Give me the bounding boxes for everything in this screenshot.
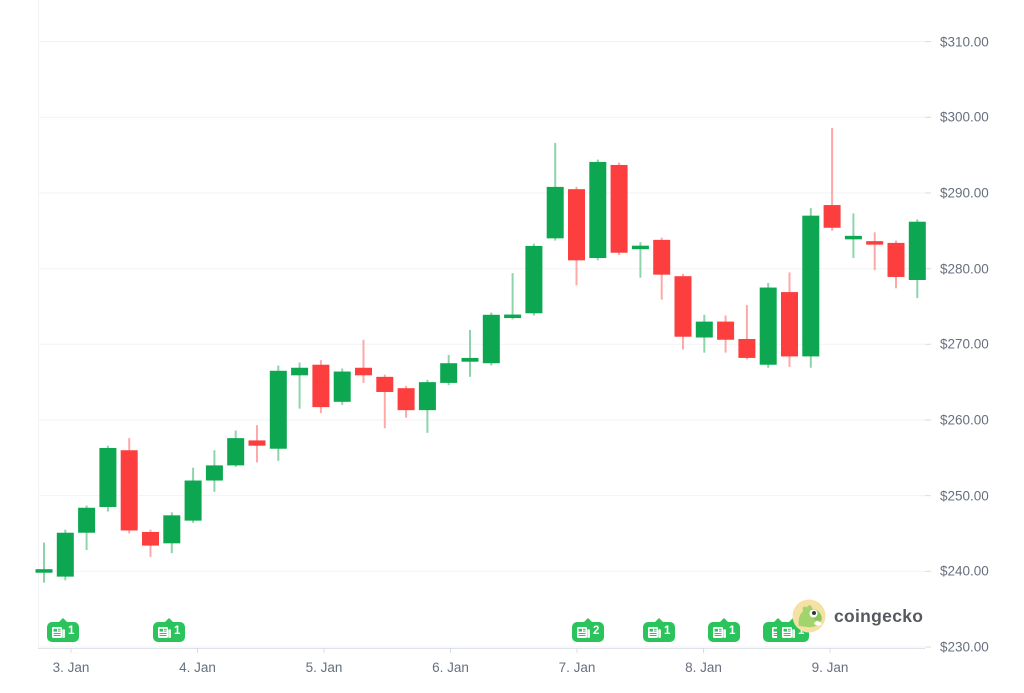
event-badge[interactable]: 1 <box>643 618 676 642</box>
event-badge[interactable]: 1 <box>47 618 80 642</box>
candle-body <box>759 287 777 365</box>
news-icon <box>577 626 590 638</box>
y-axis-label: $270.00 <box>940 336 989 352</box>
candle-body <box>738 339 756 358</box>
candle-body <box>802 215 820 357</box>
candle-body <box>844 235 862 240</box>
candle-body <box>653 239 671 275</box>
y-axis-label: $260.00 <box>940 412 989 428</box>
candle-body <box>887 242 905 277</box>
y-axis-label: $310.00 <box>940 34 989 50</box>
y-axis-label: $290.00 <box>940 185 989 201</box>
x-axis-label: 3. Jan <box>52 660 90 675</box>
candle-body <box>461 357 479 362</box>
candle-body <box>482 314 500 364</box>
candle-body <box>823 205 841 228</box>
event-badge[interactable]: 1 <box>708 618 741 642</box>
y-axis-label: $240.00 <box>940 563 989 579</box>
candle-body <box>674 276 692 337</box>
event-badge[interactable]: 1 <box>153 618 186 642</box>
candle-body <box>695 321 713 338</box>
badge-count: 1 <box>664 625 671 638</box>
badge-count: 1 <box>68 625 75 638</box>
event-badge[interactable]: 2 <box>572 618 605 642</box>
candle-body <box>248 440 266 446</box>
x-axis-label: 5. Jan <box>305 660 343 675</box>
badge-count: 2 <box>593 625 600 638</box>
candle-body <box>525 245 543 314</box>
coingecko-watermark: coingecko <box>792 599 923 633</box>
candle-body <box>397 388 415 411</box>
x-axis-label: 8. Jan <box>685 660 722 675</box>
candle-body <box>227 438 245 466</box>
y-axis-label: $230.00 <box>940 639 989 655</box>
badge-count: 1 <box>729 625 736 638</box>
coingecko-wordmark: coingecko <box>834 606 924 626</box>
candle-body <box>610 164 628 253</box>
candle-body <box>120 450 138 531</box>
candle-body <box>866 241 884 245</box>
y-axis-label: $300.00 <box>940 109 989 125</box>
candle-body <box>589 161 607 259</box>
candle-body <box>184 480 202 521</box>
candle-body <box>908 221 926 280</box>
candle-body <box>546 186 564 239</box>
candle-body <box>504 314 522 319</box>
candle-body <box>56 532 74 577</box>
candle-body <box>35 569 53 573</box>
badge-count: 1 <box>798 625 805 638</box>
x-axis-label: 6. Jan <box>432 660 469 675</box>
candle-body <box>78 507 96 533</box>
candle-body <box>205 465 223 481</box>
candle-body <box>717 321 735 340</box>
news-icon <box>52 626 65 638</box>
candle-body <box>99 447 117 508</box>
candle-body <box>376 376 394 392</box>
candle-body <box>440 363 458 383</box>
candle-body <box>568 189 585 261</box>
news-icon <box>648 626 661 638</box>
candle-body <box>312 364 330 408</box>
x-axis-label: 7. Jan <box>558 660 596 675</box>
y-axis-label: $280.00 <box>940 261 989 277</box>
candle-body <box>355 367 372 376</box>
y-axis-label: $250.00 <box>940 488 989 504</box>
candle-body <box>269 370 287 449</box>
news-icon <box>713 626 726 638</box>
candle-body <box>631 245 649 250</box>
news-icon <box>782 626 795 638</box>
candle-body <box>333 371 351 402</box>
badge-count: 1 <box>174 625 181 638</box>
candle-body <box>781 292 798 357</box>
candle-body <box>291 367 309 376</box>
coingecko-gecko-icon <box>792 599 826 633</box>
x-axis-label: 9. Jan <box>811 660 849 675</box>
candle-body <box>163 515 181 544</box>
candle-body <box>142 531 159 546</box>
news-icon <box>158 626 171 638</box>
x-axis-label: 4. Jan <box>179 660 216 675</box>
candle-body <box>418 382 436 411</box>
